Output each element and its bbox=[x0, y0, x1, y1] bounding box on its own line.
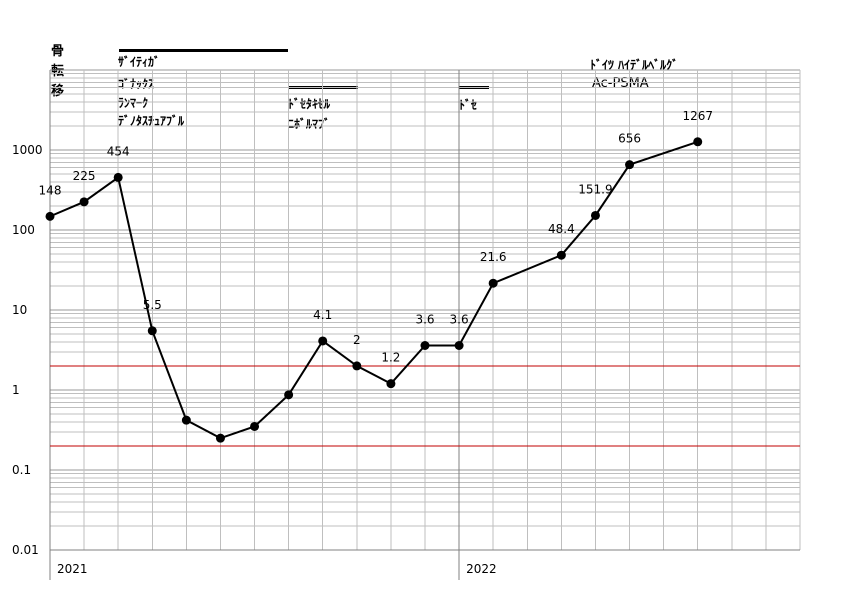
note-line: Ac-PSMA bbox=[592, 76, 649, 91]
data-point bbox=[45, 211, 55, 221]
y-tick-label: 10 bbox=[12, 303, 27, 317]
y-tick-label: 1000 bbox=[12, 143, 43, 157]
data-point bbox=[386, 379, 396, 389]
data-point bbox=[250, 421, 260, 431]
year-label: 2021 bbox=[57, 562, 88, 576]
data-point bbox=[625, 160, 635, 170]
data-label: 21.6 bbox=[480, 250, 507, 264]
note-line: ﾄﾞｲﾂ ﾊｲﾃﾞﾙﾍﾞﾙｸﾞ bbox=[590, 58, 679, 72]
data-label: 151.9 bbox=[578, 182, 612, 196]
data-label: 454 bbox=[107, 144, 130, 158]
data-point bbox=[454, 340, 464, 350]
y-tick-label: 1 bbox=[12, 383, 20, 397]
treatment-1-label: ｻﾞｲﾃｨｶﾞ bbox=[118, 55, 161, 69]
treatment-1-bar bbox=[119, 49, 288, 52]
data-point bbox=[215, 433, 225, 443]
data-label: 1.2 bbox=[381, 351, 400, 365]
data-label: 1267 bbox=[682, 109, 713, 123]
data-point bbox=[420, 340, 430, 350]
y-tick-label: 0.01 bbox=[12, 543, 39, 557]
data-label: 4.1 bbox=[313, 308, 332, 322]
y-tick-label: 0.1 bbox=[12, 463, 31, 477]
data-label: 3.6 bbox=[450, 312, 469, 326]
year-label: 2022 bbox=[466, 562, 497, 576]
data-label: 5.5 bbox=[143, 298, 162, 312]
data-point bbox=[113, 172, 123, 182]
data-point bbox=[693, 137, 703, 147]
data-point bbox=[352, 361, 362, 371]
treatment-2-label: ﾄﾞｾﾀｷｾﾙ bbox=[288, 97, 331, 111]
data-point bbox=[556, 250, 566, 260]
title-char: 転 bbox=[51, 64, 65, 79]
treatment-1-label: ﾗﾝﾏｰｸ bbox=[118, 96, 149, 110]
data-label: 656 bbox=[618, 132, 641, 146]
data-label: 48.4 bbox=[548, 222, 575, 236]
series-line bbox=[49, 140, 699, 440]
data-point bbox=[181, 415, 191, 425]
y-tick-label: 100 bbox=[12, 223, 35, 237]
data-point bbox=[318, 336, 328, 346]
title-char: 骨 bbox=[51, 44, 65, 59]
data-point bbox=[147, 326, 157, 336]
treatment-1-label: ｺﾞﾅｯｸｽ bbox=[118, 77, 155, 91]
treatment-1-label: ﾃﾞﾉﾀｽﾁｭｱﾌﾞﾙ bbox=[118, 114, 185, 128]
data-point bbox=[79, 197, 89, 207]
data-label: 225 bbox=[73, 169, 96, 183]
data-label: 3.6 bbox=[415, 312, 434, 326]
data-point bbox=[284, 390, 294, 400]
data-label: 148 bbox=[39, 183, 62, 197]
treatment-2-label: ﾆﾎﾞﾙﾏﾌﾞ bbox=[288, 117, 331, 131]
data-point bbox=[590, 210, 600, 220]
data-label: 2 bbox=[353, 333, 361, 347]
data-point bbox=[488, 278, 498, 288]
